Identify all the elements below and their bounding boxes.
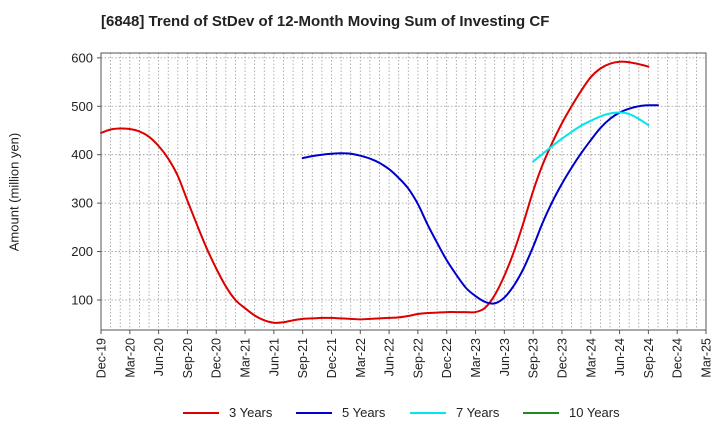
x-tick-label: Sep-22 [411,338,425,378]
x-tick-label: Dec-21 [325,338,339,378]
x-tick-label: Mar-21 [239,338,253,378]
legend-swatch [183,411,219,414]
chart-title: [6848] Trend of StDev of 12-Month Moving… [101,13,550,30]
x-tick-label: Jun-20 [152,338,166,376]
x-tick-label: Mar-23 [469,338,483,378]
x-tick-label: Dec-22 [440,338,454,378]
grid-lines [100,53,707,330]
legend-label: 5 Years [342,405,386,420]
x-tick-label: Dec-23 [555,338,569,378]
x-tick-label: Mar-22 [354,338,368,378]
legend-item: 10 Years [523,405,620,420]
legend-label: 7 Years [456,405,500,420]
y-tick-label: 100 [71,292,93,307]
series-line-5-years [301,104,659,305]
y-tick-label: 400 [71,147,93,162]
x-tick-label: Mar-24 [584,338,598,378]
x-tick-label: Dec-24 [671,338,685,378]
plot-frame [100,52,707,331]
x-tick-label: Sep-20 [181,338,195,378]
legend-item: 7 Years [410,405,499,420]
x-tick-label: Dec-20 [210,338,224,378]
legend-swatch [523,411,559,414]
x-tick-label: Mar-20 [123,338,137,378]
x-tick-label: Sep-23 [527,338,541,378]
y-tick-label: 300 [71,196,93,211]
x-tick-label: Mar-25 [700,338,714,378]
x-tick-label: Jun-21 [267,338,281,376]
legend-swatch [410,411,446,414]
legend: 3 Years 5 Years 7 Years 10 Years [0,405,720,425]
x-tick-label: Sep-24 [642,338,656,378]
legend-item: 3 Years [183,405,272,420]
x-tick-label: Sep-21 [296,338,310,378]
y-tick-label: 600 [71,50,93,65]
x-tick-label: Jun-24 [613,338,627,376]
legend-label: 10 Years [569,405,620,420]
x-tick-label: Jun-23 [498,338,512,376]
legend-label: 3 Years [229,405,273,420]
series-line-3-years [100,60,650,324]
series-lines [100,60,659,324]
series-line-7-years [532,111,650,163]
x-tick-label: Dec-19 [95,338,109,378]
legend-swatch [296,411,332,414]
legend-item: 5 Years [296,405,385,420]
y-tick-label: 200 [71,244,93,259]
axis-ticks: 100 200 300 400 500 600 Dec-19 Mar-20 Jun-20 Sep-… [71,50,713,378]
y-tick-label: 500 [71,99,93,114]
x-tick-label: Jun-22 [383,338,397,376]
